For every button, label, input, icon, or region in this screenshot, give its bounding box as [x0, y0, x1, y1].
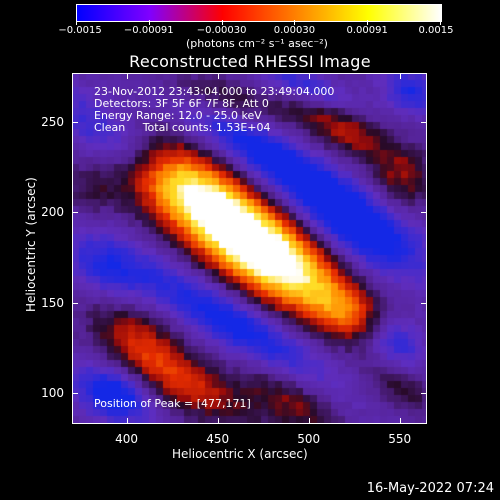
y-tick-mark: [421, 302, 427, 304]
plot-title: Reconstructed RHESSI Image: [129, 52, 371, 71]
y-tick-mark: [421, 212, 427, 214]
y-axis-label: Heliocentric Y (arcsec): [24, 177, 38, 312]
colorbar-tick-mark: [221, 20, 223, 25]
y-tick-mark: [72, 212, 78, 214]
x-tick-label: 500: [297, 432, 321, 446]
colorbar-tick-label: 0.0015: [418, 25, 454, 36]
colorbar-tick-mark: [367, 20, 369, 25]
colorbar-units: (photons cm⁻² s⁻¹ asec⁻²): [186, 37, 328, 50]
x-tick-label: 400: [115, 432, 139, 446]
y-tick-mark: [72, 121, 78, 123]
y-tick-label: 200: [41, 205, 64, 220]
y-tick-mark: [72, 393, 78, 395]
colorbar: [76, 4, 442, 22]
colorbar-tick-label: −0.0015: [58, 25, 102, 36]
x-tick-mark: [399, 418, 401, 424]
colorbar-tick-label: −0.00030: [196, 25, 247, 36]
x-axis-label: Heliocentric X (arcsec): [172, 447, 308, 461]
y-tick-label: 100: [41, 386, 64, 401]
x-tick-label: 550: [388, 432, 412, 446]
colorbar-tick-mark: [294, 20, 296, 25]
x-tick-mark: [126, 73, 128, 79]
info-detectors: Detectors: 3F 5F 6F 7F 8F, Att 0: [94, 97, 269, 110]
y-tick-mark: [421, 393, 427, 395]
colorbar-tick-label: 0.00091: [346, 25, 388, 36]
y-tick-label: 150: [41, 295, 64, 310]
colorbar-tick-mark: [440, 20, 441, 25]
x-tick-mark: [308, 418, 310, 424]
x-tick-mark: [308, 73, 310, 79]
x-tick-mark: [126, 418, 128, 424]
colorbar-tick-mark: [76, 20, 77, 25]
x-tick-mark: [217, 418, 219, 424]
rhessi-image: [72, 73, 427, 424]
info-time-range: 23-Nov-2012 23:43:04.000 to 23:49:04.000: [94, 85, 335, 98]
footer-timestamp: 16-May-2022 07:24: [366, 481, 494, 496]
x-tick-label: 450: [206, 432, 230, 446]
y-tick-mark: [72, 302, 78, 304]
info-counts: Clean Total counts: 1.53E+04: [94, 121, 271, 134]
colorbar-tick-mark: [148, 20, 150, 25]
x-tick-mark: [217, 73, 219, 79]
y-tick-mark: [421, 121, 427, 123]
info-energy-range: Energy Range: 12.0 - 25.0 keV: [94, 109, 262, 122]
x-tick-mark: [399, 73, 401, 79]
y-tick-label: 250: [41, 114, 64, 129]
peak-position: Position of Peak = [477,171]: [94, 397, 251, 410]
plot-frame: [72, 73, 427, 424]
colorbar-tick-label: 0.00030: [273, 25, 316, 36]
colorbar-tick-label: −0.00091: [123, 25, 174, 36]
info-text: 23-Nov-2012 23:43:04.000 to 23:49:04.000…: [94, 86, 334, 134]
